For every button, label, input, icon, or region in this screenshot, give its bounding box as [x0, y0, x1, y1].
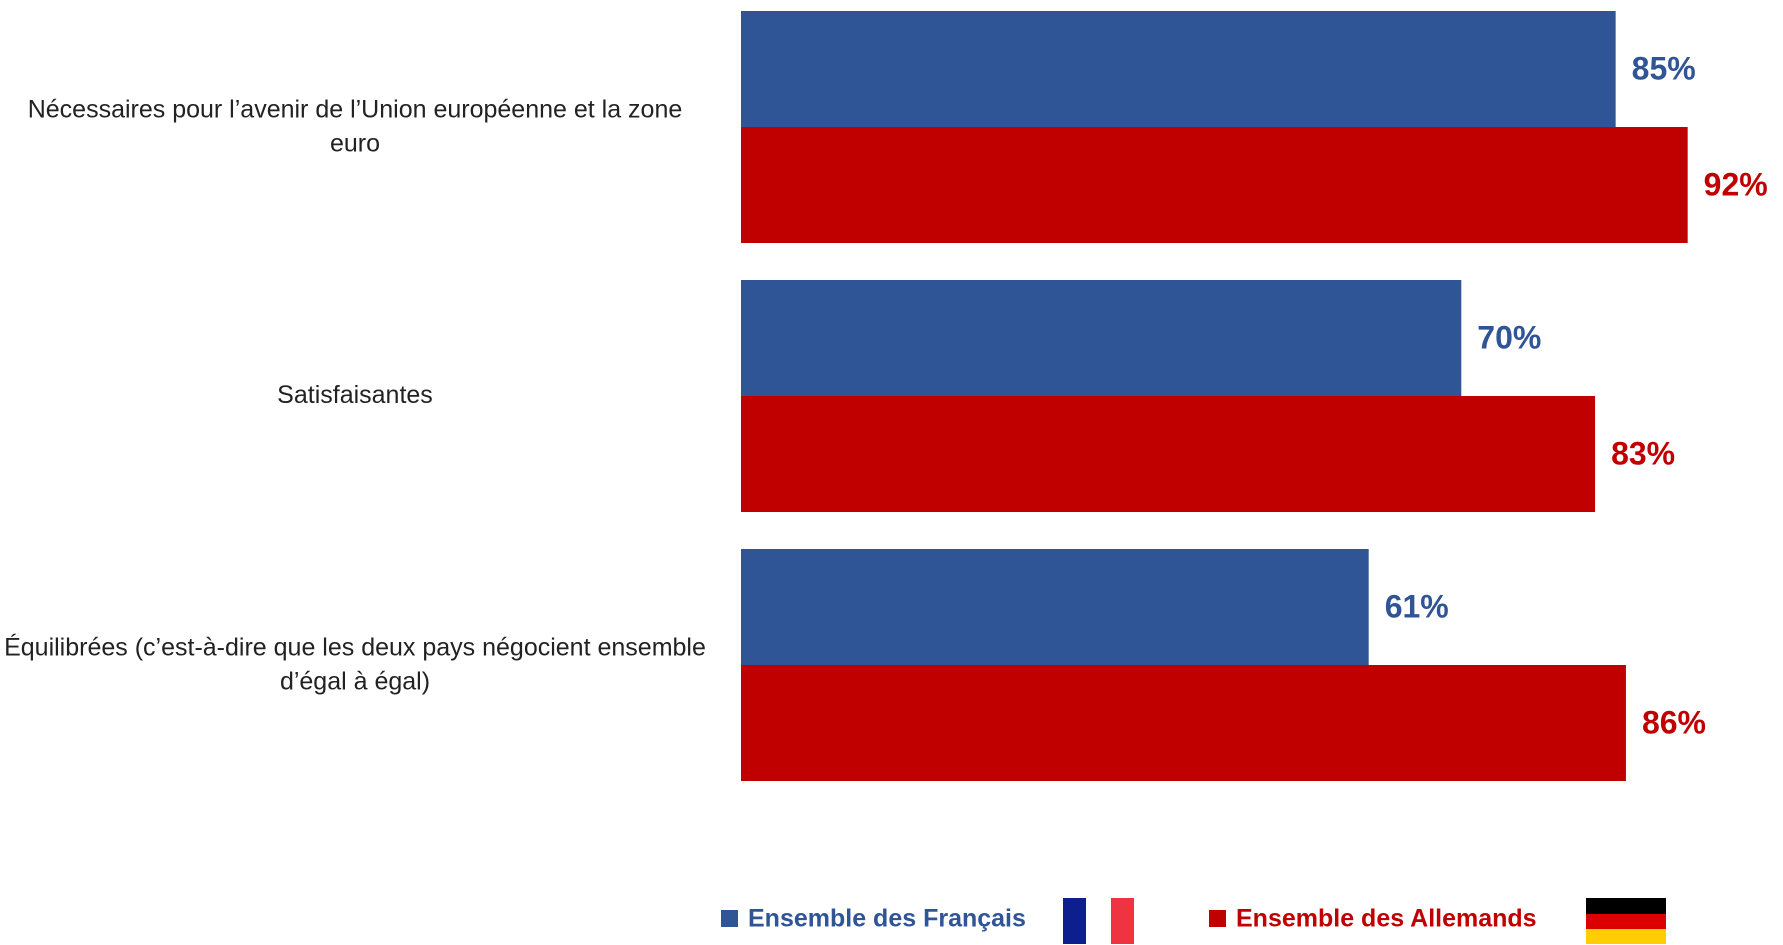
value-label: 83%: [1611, 435, 1675, 471]
legend-swatch: [721, 910, 738, 927]
bar: [741, 127, 1688, 243]
category-label: Satisfaisantes: [277, 381, 433, 410]
bar: [741, 396, 1596, 512]
category-label: Nécessaires pour l’avenir de l’Union eur…: [27, 95, 683, 157]
legend-label: Ensemble des Français: [748, 905, 1026, 933]
flag-de: [1586, 898, 1666, 944]
value-label: 70%: [1477, 319, 1541, 355]
bar: [741, 11, 1616, 127]
value-label: 92%: [1704, 166, 1768, 202]
bar: [741, 280, 1462, 396]
value-label: 61%: [1385, 588, 1449, 624]
legend-label: Ensemble des Allemands: [1236, 905, 1537, 933]
value-label: 85%: [1632, 50, 1696, 86]
flag-fr: [1063, 898, 1134, 944]
category-label: Équilibrées (c’est-à-dire que les deux p…: [4, 633, 706, 695]
legend-swatch: [1209, 910, 1226, 927]
value-label: 86%: [1642, 704, 1706, 740]
bar: [741, 665, 1626, 781]
bar: [741, 549, 1369, 665]
